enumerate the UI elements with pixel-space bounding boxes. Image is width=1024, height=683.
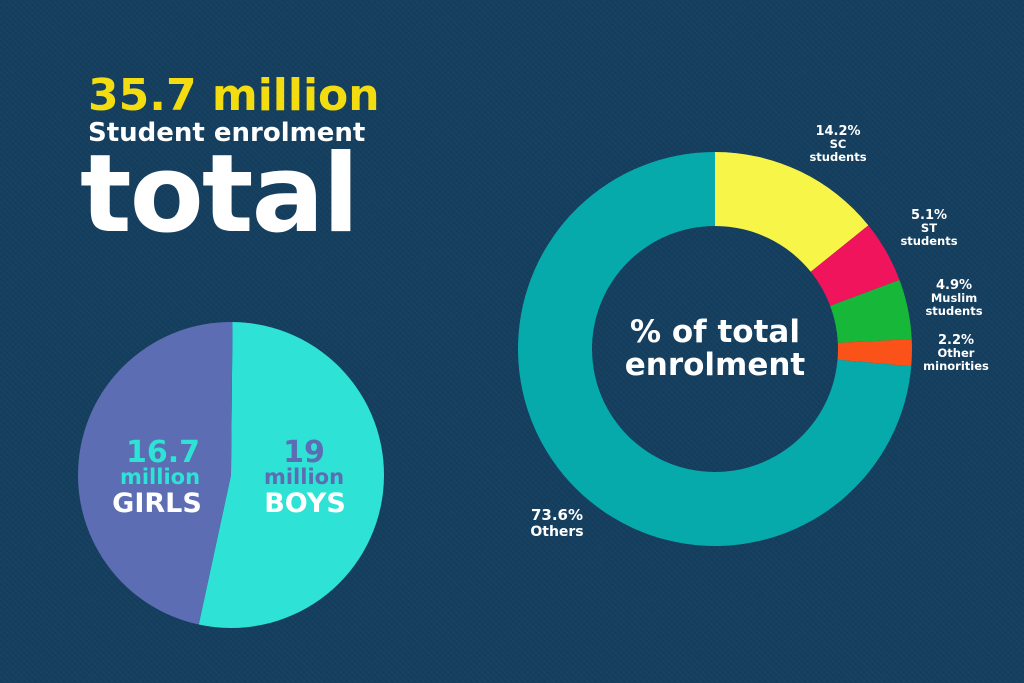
- donut-label-st-text: ST: [921, 221, 937, 235]
- pie-slice-girls: [77, 322, 233, 625]
- headline-total-word: total: [80, 132, 359, 257]
- donut-center-label-line2: enrolment: [625, 347, 806, 383]
- boys-value-label: 19: [283, 435, 325, 470]
- donut-label-others-text: Others: [530, 524, 583, 540]
- donut-label-st-pct: 5.1%: [911, 208, 947, 223]
- donut-label-other-minorities-text: Other: [938, 346, 975, 360]
- donut-label-others-pct: 73.6%: [531, 506, 583, 524]
- donut-label-muslim-pct: 4.9%: [936, 278, 972, 293]
- donut-slice-others: [517, 152, 912, 546]
- donut-center-label-line1: % of total: [630, 314, 800, 350]
- donut-slice-st: [810, 225, 900, 306]
- donut-label-muslim-text: Muslim: [931, 291, 977, 305]
- donut-label-sc-pct: 14.2%: [815, 124, 860, 139]
- donut-label-muslim-text: students: [925, 304, 982, 318]
- donut-label-sc-text: SC: [830, 137, 847, 151]
- total-enrolment-number: 35.7 million: [88, 70, 380, 121]
- girls-name-label: GIRLS: [112, 488, 202, 519]
- donut-slice-other-minorities: [837, 339, 912, 367]
- boys-name-label: BOYS: [264, 488, 346, 519]
- boys-unit-label: million: [264, 465, 344, 489]
- headline-subtitle: Student enrolment: [88, 118, 366, 148]
- girls-unit-label: million: [120, 465, 200, 489]
- donut-slice-sc: [715, 152, 869, 272]
- donut-label-st-text: students: [900, 234, 957, 248]
- donut-label-other-minorities-pct: 2.2%: [938, 333, 974, 348]
- donut-label-sc-text: students: [809, 150, 866, 164]
- pie-slice-boys: [198, 322, 384, 628]
- girls-value-label: 16.7: [126, 435, 200, 470]
- donut-label-other-minorities-text: minorities: [923, 359, 989, 373]
- donut-slice-muslim: [830, 279, 912, 343]
